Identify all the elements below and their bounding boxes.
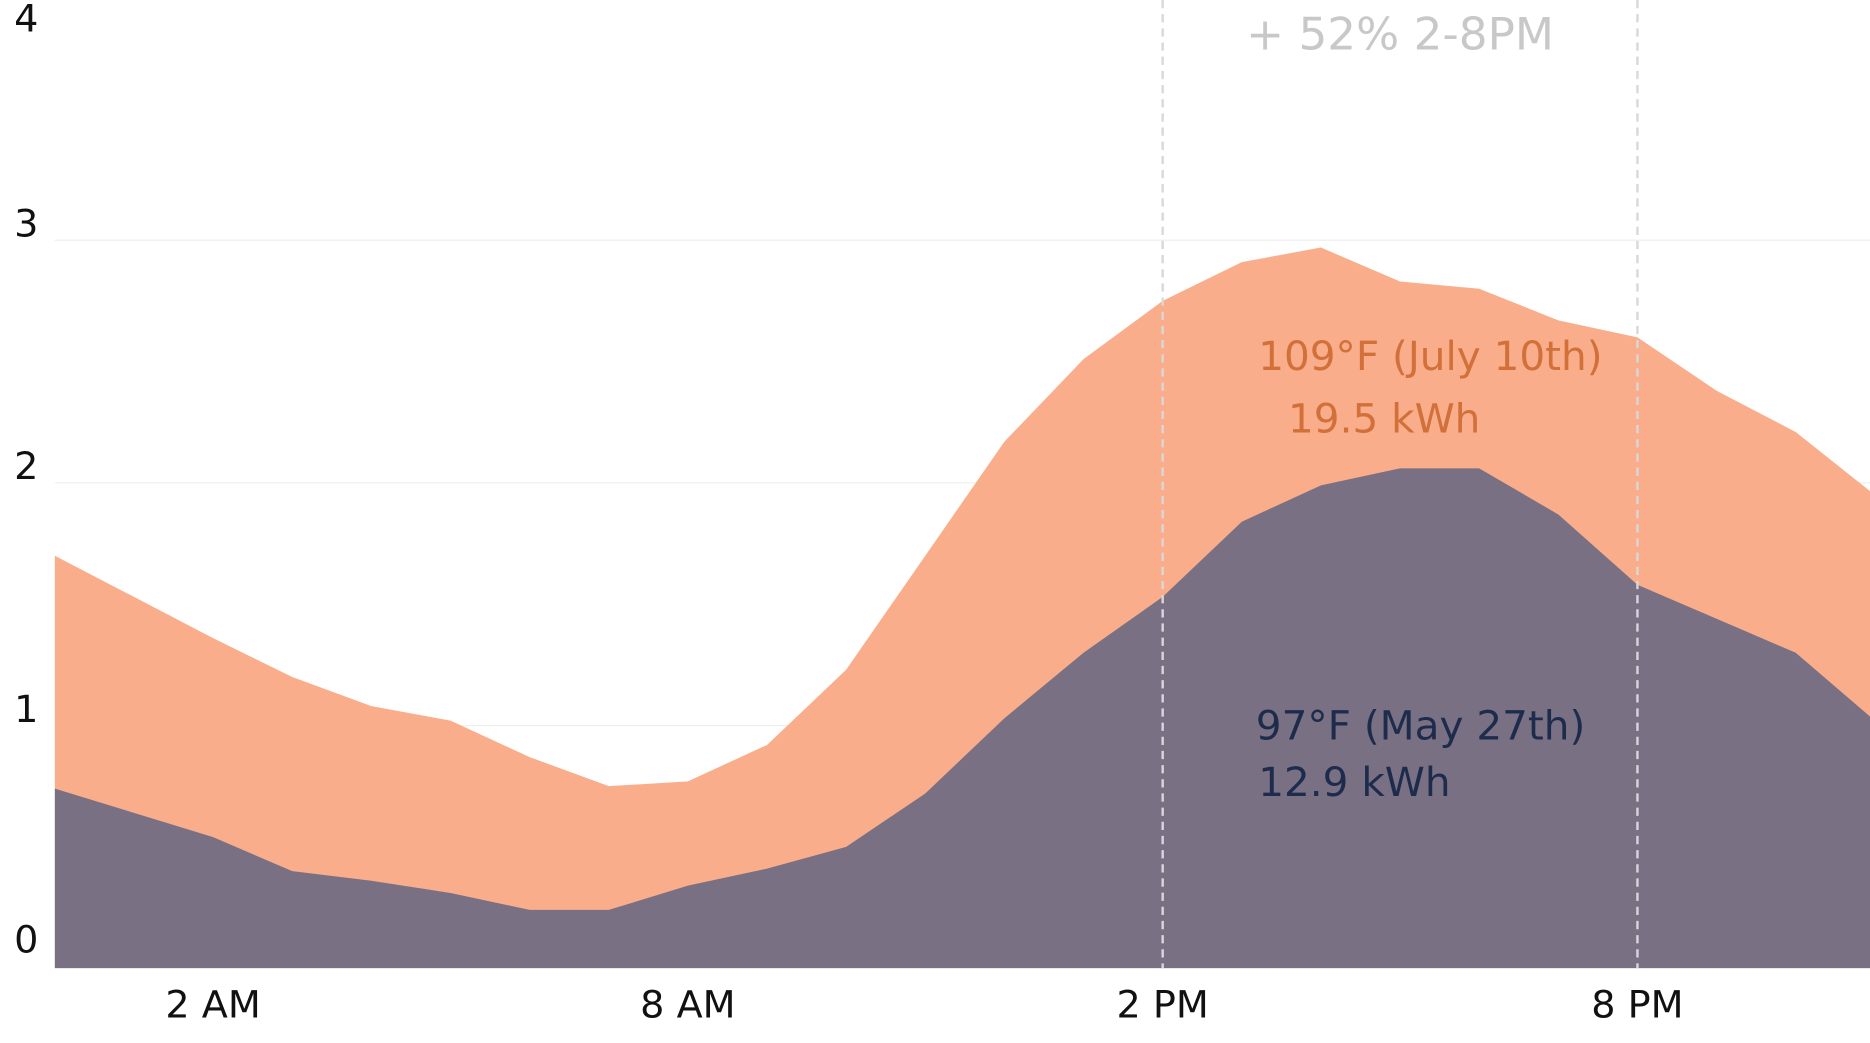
y-tick-label: 0 xyxy=(14,918,38,962)
area xyxy=(54,468,1870,969)
highlight-label: + 52% 2-8PM xyxy=(1246,8,1554,61)
x-tick-label: 2 PM xyxy=(1116,983,1208,1027)
x-tick-label: 8 PM xyxy=(1591,983,1683,1027)
series-total: 12.9 kWh xyxy=(1258,759,1450,806)
y-tick-label: 3 xyxy=(14,202,38,246)
y-tick-label: 2 xyxy=(14,444,38,488)
y-tick-label: 1 xyxy=(14,687,38,731)
x-tick-label: 2 AM xyxy=(165,983,260,1027)
x-tick-label: 8 AM xyxy=(640,983,735,1027)
series-label: 97°F (May 27th) xyxy=(1256,703,1585,750)
series-total: 19.5 kWh xyxy=(1288,396,1480,443)
series-label: 109°F (July 10th) xyxy=(1258,333,1602,380)
y-tick-label: 4 xyxy=(14,0,38,41)
